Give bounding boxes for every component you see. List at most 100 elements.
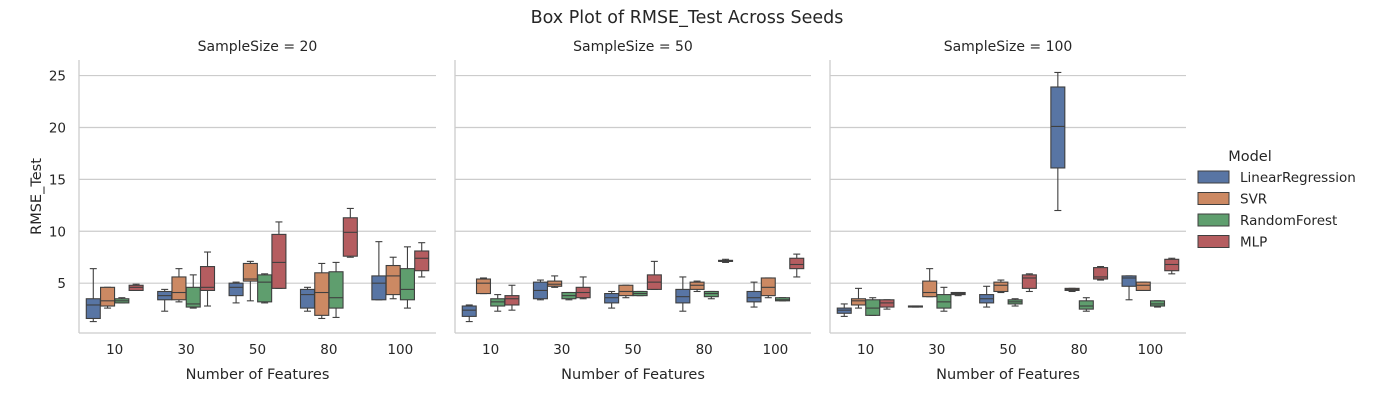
box-mlp-80 (1093, 266, 1109, 281)
legend-title: Model (1228, 149, 1272, 165)
box-randomforest-10 (490, 294, 506, 312)
box-linearregression-50 (979, 285, 995, 308)
box-svr-30 (922, 268, 938, 298)
box-mlp-10 (879, 299, 895, 310)
box-body (171, 276, 187, 301)
box-linearregression-10 (836, 303, 852, 317)
box-randomforest-100 (1149, 300, 1166, 308)
box-randomforest-30 (185, 274, 201, 309)
x-tick-label: 50 (999, 342, 1016, 358)
box-svr-50 (618, 284, 634, 299)
x-tick-label: 100 (1138, 342, 1164, 358)
x-axis-label: Number of Features (561, 367, 705, 383)
box-linearregression-80 (1050, 71, 1066, 212)
box-linearregression-100 (746, 281, 762, 308)
panel-title: SampleSize = 20 (198, 39, 318, 55)
box-body (746, 290, 762, 303)
legend-label: RandomForest (1240, 213, 1337, 229)
box-randomforest-50 (257, 273, 273, 304)
panel-3: SampleSize = 100 10 30 50 80 100 Number of Fea… (829, 39, 1186, 383)
x-tick-label: 10 (482, 342, 499, 358)
legend-entry: RandomForest (1197, 213, 1337, 229)
legend-entry: MLP (1197, 235, 1267, 251)
y-axis-label: RMSE_Test (29, 158, 45, 235)
box-mlp-50 (1021, 273, 1037, 293)
box-linearregression-30 (157, 288, 173, 312)
box-randomforest-80 (328, 261, 344, 318)
box-body (228, 282, 244, 297)
box-svr-10 (850, 287, 867, 309)
box-mlp-80 (342, 207, 358, 258)
box-svr-30 (171, 268, 187, 303)
legend-swatch (1197, 235, 1230, 248)
box-mlp-100 (789, 253, 805, 278)
panel-title: SampleSize = 50 (573, 39, 693, 55)
box-body (789, 257, 805, 270)
box-body (314, 272, 330, 316)
box-body (199, 266, 216, 291)
box-body (475, 278, 492, 295)
panel-2: SampleSize = 50 10 30 50 80 100 Number of Feat… (454, 39, 811, 383)
legend-label: SVR (1240, 192, 1267, 208)
x-axis-label: Number of Features (936, 367, 1080, 383)
box-linearregression-80 (299, 286, 316, 312)
box-mlp-100 (1164, 257, 1180, 275)
x-tick-label: 10 (857, 342, 874, 358)
x-tick-label: 30 (928, 342, 945, 358)
x-axis-label: Number of Features (186, 367, 330, 383)
y-tick-label: 15 (49, 172, 66, 188)
box-svr-50 (993, 279, 1009, 294)
box-randomforest-100 (399, 246, 415, 309)
box-body (328, 271, 344, 309)
box-randomforest-30 (561, 291, 577, 301)
box-body (922, 280, 938, 298)
box-svr-10 (475, 277, 492, 295)
y-tick-label: 10 (49, 224, 66, 240)
legend-entry: SVR (1197, 192, 1267, 208)
box-body (257, 274, 273, 303)
x-tick-label: 30 (178, 342, 195, 358)
box-body (371, 275, 387, 301)
box-mlp-30 (950, 291, 966, 297)
box-body (1135, 281, 1151, 291)
box-body (993, 281, 1009, 293)
x-tick-label: 50 (249, 342, 266, 358)
box-body (1021, 274, 1037, 289)
x-tick-label: 80 (1071, 342, 1088, 358)
box-body (618, 284, 634, 297)
box-mlp-30 (575, 276, 591, 300)
legend-label: LinearRegression (1240, 170, 1356, 186)
box-linearregression-100 (1121, 275, 1137, 301)
box-body (399, 268, 415, 301)
legend-swatch (1197, 170, 1230, 184)
box-linearregression-100 (371, 241, 387, 301)
box-linearregression-30 (907, 305, 923, 308)
x-tick-label: 30 (553, 342, 570, 358)
box-mlp-50 (646, 260, 662, 290)
panel-title: SampleSize = 100 (944, 39, 1073, 55)
box-randomforest-30 (936, 286, 952, 312)
box-body (461, 305, 477, 317)
box-svr-30 (547, 275, 563, 288)
box-svr-80 (314, 262, 330, 320)
box-linearregression-50 (228, 281, 244, 304)
x-tick-label: 10 (106, 342, 123, 358)
box-svr-100 (385, 256, 401, 300)
box-mlp-80 (718, 258, 734, 263)
y-tick-label: 5 (57, 276, 66, 292)
x-tick-label: 50 (624, 342, 641, 358)
box-linearregression-10 (461, 304, 477, 323)
legend-swatch (1197, 213, 1230, 227)
box-body (385, 264, 401, 296)
box-linearregression-50 (604, 290, 620, 309)
box-body (1121, 275, 1137, 287)
box-body (271, 233, 287, 289)
box-body (1093, 267, 1109, 280)
box-body (185, 286, 201, 308)
legend-entry: LinearRegression (1197, 170, 1356, 186)
box-linearregression-30 (532, 279, 548, 301)
